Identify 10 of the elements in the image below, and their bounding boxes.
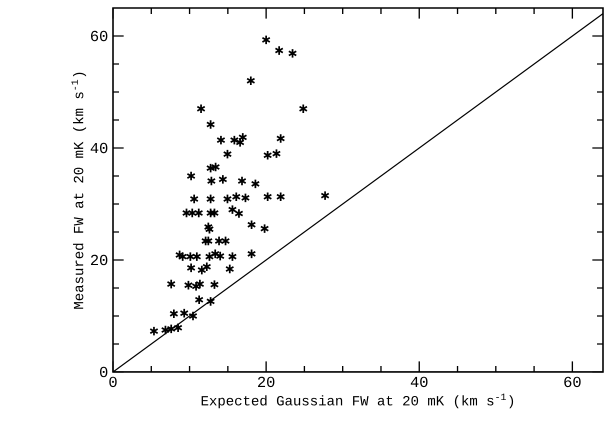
y-tick-label: 20 bbox=[90, 254, 108, 266]
x-tick-label: 60 bbox=[564, 376, 581, 388]
y-tick-label: 40 bbox=[90, 142, 108, 154]
y-tick-label: 60 bbox=[91, 30, 108, 42]
x-tick-label: 0 bbox=[109, 376, 117, 388]
y-tick-label: 0 bbox=[100, 366, 108, 378]
x-tick-label: 20 bbox=[258, 376, 274, 388]
x-axis-title: Expected Gaussian FW at 20 mK (km s$^{-1}$) bbox=[202, 394, 514, 408]
y-axis-title: Measured FW at 20 mK (km s$^{-1}$) bbox=[71, 72, 86, 309]
x-tick-label: 40 bbox=[410, 376, 428, 388]
